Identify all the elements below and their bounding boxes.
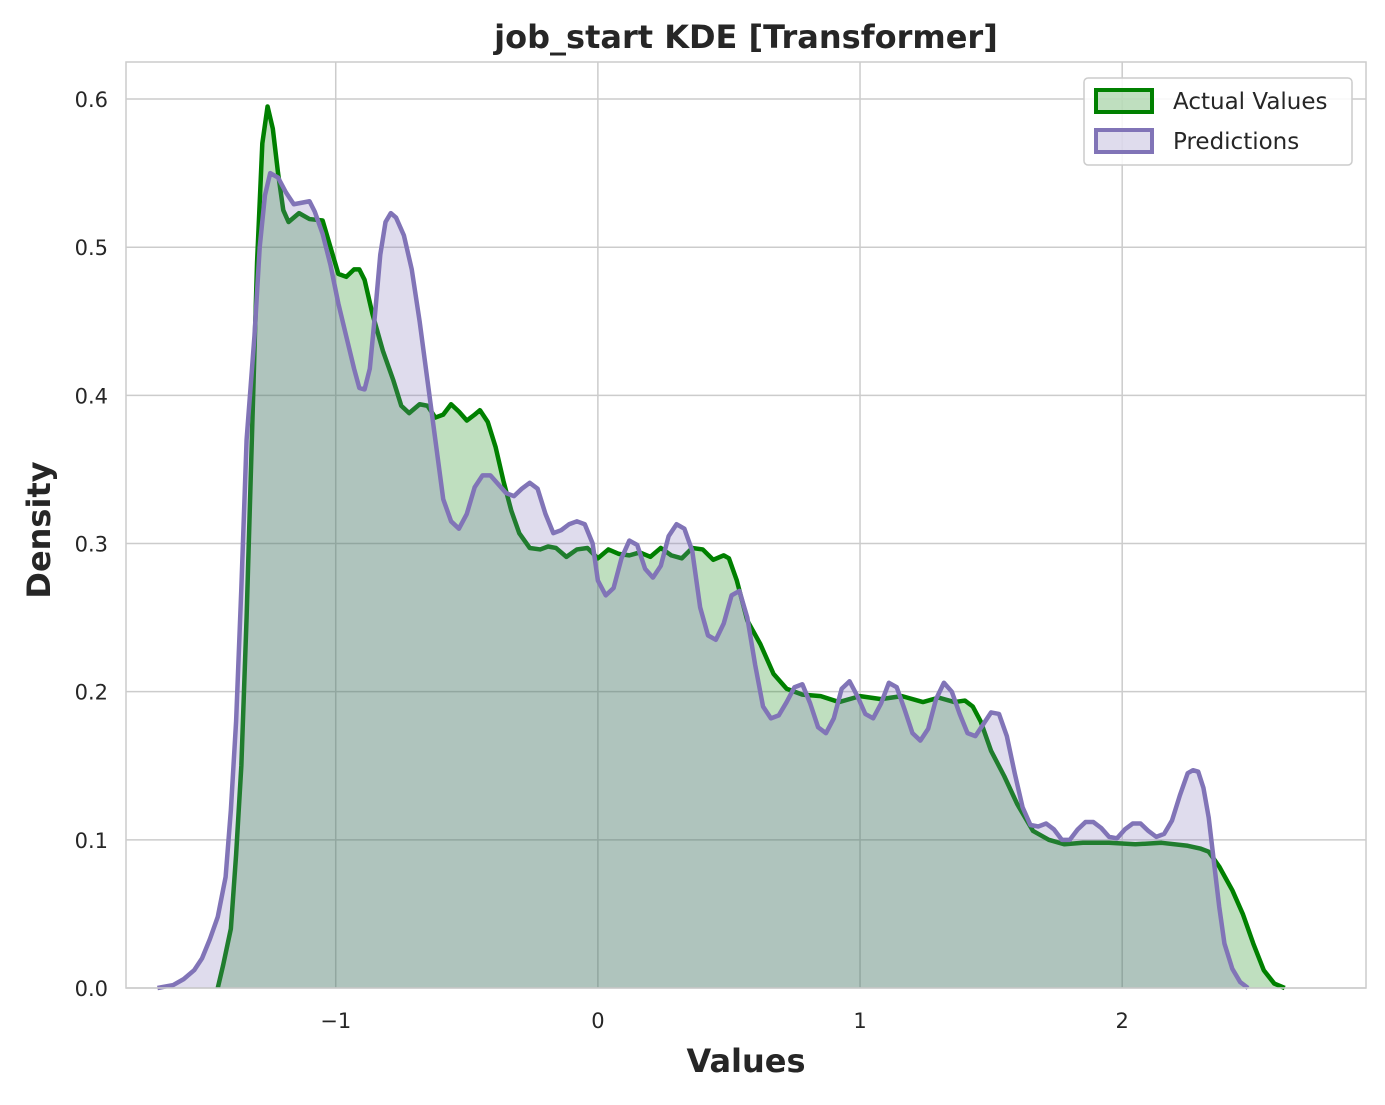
y-tick-label: 0.4: [75, 384, 108, 408]
y-tick-label: 0.6: [75, 88, 108, 112]
y-tick-label: 0.5: [75, 236, 108, 260]
area-fill-predictions: [157, 173, 1249, 988]
plot-frame: [125, 61, 1367, 989]
chart-title: job_start KDE [Transformer]: [492, 18, 998, 56]
y-tick-label: 0.3: [75, 533, 108, 557]
area-fill-actual-values: [217, 106, 1285, 988]
tick-labels: −1 0 1 2 0.0 0.1 0.2 0.3 0.4 0.5 0.6: [75, 88, 1129, 1033]
legend-label-predictions: Predictions: [1173, 129, 1299, 155]
x-tick-label: 1: [853, 1009, 866, 1033]
x-tick-label: 0: [591, 1009, 604, 1033]
density-line-predictions: [157, 170, 1250, 991]
y-tick-label: 0.2: [75, 681, 108, 705]
x-axis-title: Values: [686, 1042, 805, 1080]
series-layer: [157, 104, 1286, 991]
y-tick-label: 0.1: [75, 829, 108, 853]
x-tick-label: −1: [320, 1009, 351, 1033]
y-axis-title: Density: [20, 461, 58, 598]
y-tick-label: 0.0: [75, 977, 108, 1001]
legend: Actual Values Predictions: [1083, 77, 1353, 166]
x-tick-label: 2: [1116, 1009, 1129, 1033]
legend-swatch-predictions: [1094, 128, 1154, 154]
legend-swatch-actual-values: [1094, 88, 1154, 114]
legend-label-actual-values: Actual Values: [1173, 89, 1328, 115]
